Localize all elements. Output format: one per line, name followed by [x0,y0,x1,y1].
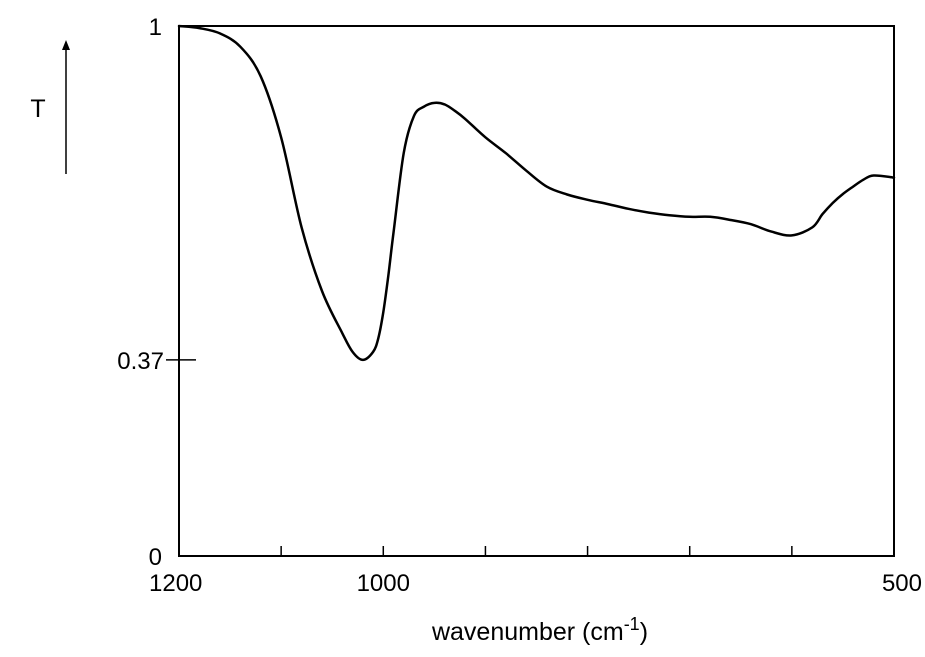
series-line [177,24,896,362]
x-axis-label-superscript: -1 [624,614,640,634]
x-tick-label: 500 [882,570,922,597]
y-tick-label: 0 [149,544,162,571]
y-ticks: 1 0.37 0 [117,14,196,571]
x-axis-label-close: ) [640,618,648,646]
x-axis-label: wavenumber (cm-1) [431,614,648,646]
x-tick-label: 1200 [149,570,202,597]
y-axis-arrow [62,40,70,174]
plot-frame [178,25,895,557]
series-group [177,24,896,362]
y-axis-label: T [30,95,45,123]
x-axis-label-main: wavenumber (cm [431,618,624,646]
x-tick-label: 1000 [357,570,410,597]
y-tick-label: 1 [149,14,162,41]
x-ticks: 1200 1000 500 [149,546,922,597]
y-tick-label: 0.37 [117,348,164,375]
